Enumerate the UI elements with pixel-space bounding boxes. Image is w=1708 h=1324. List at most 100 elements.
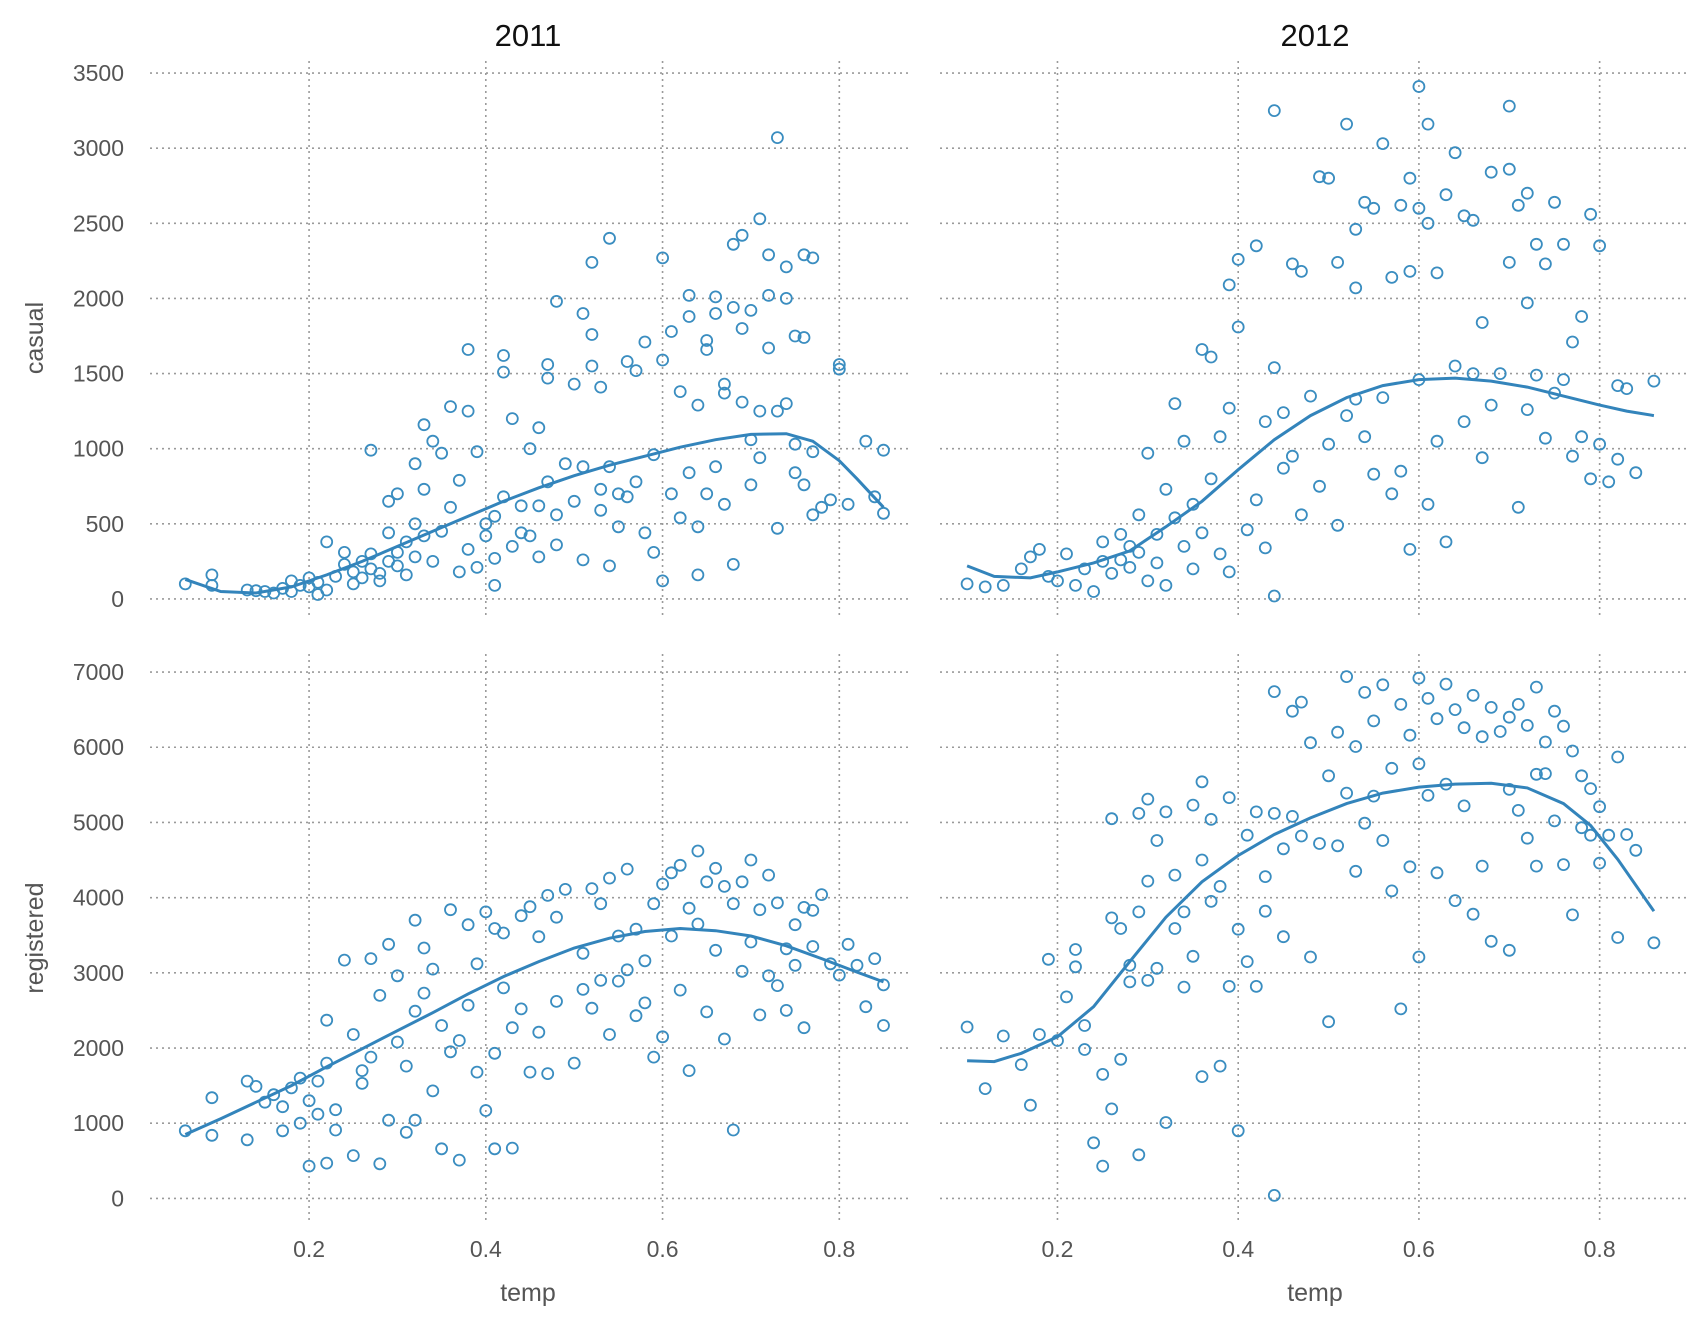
data-point [346, 1149, 360, 1162]
data-point [276, 1124, 290, 1138]
data-point [1078, 1019, 1091, 1032]
data-point [788, 437, 802, 451]
data-point [718, 880, 731, 893]
data-point [1304, 950, 1317, 964]
y-tick-label: 2500 [73, 210, 124, 236]
data-point [426, 962, 440, 976]
data-point [1150, 556, 1164, 570]
data-point [1240, 955, 1254, 968]
data-point [1539, 257, 1552, 271]
trend-line [967, 781, 1656, 1064]
data-point [426, 434, 440, 448]
data-point [1358, 686, 1372, 699]
data-point [779, 260, 793, 274]
data-point [1069, 579, 1082, 592]
data-point [1322, 171, 1335, 185]
data-point [1340, 409, 1353, 423]
data-point [1403, 543, 1417, 556]
data-point [1611, 750, 1625, 764]
data-point [691, 568, 705, 582]
data-point [1530, 680, 1543, 694]
data-point [1548, 814, 1561, 828]
data-point [682, 310, 696, 323]
y-tick-label: 5000 [73, 809, 124, 835]
data-point [355, 571, 369, 585]
data-point [461, 918, 475, 932]
data-point [1403, 860, 1417, 874]
y-axis-title-registered: registered [21, 882, 49, 993]
data-point [488, 1142, 502, 1156]
data-point [558, 457, 572, 471]
data-point [364, 952, 378, 965]
data-point [859, 434, 873, 448]
data-point [753, 212, 767, 226]
data-point [806, 940, 820, 953]
data-point [1430, 866, 1444, 880]
data-point [355, 555, 369, 568]
data-point [1322, 769, 1335, 783]
data-point [797, 901, 811, 914]
data-point [1520, 186, 1534, 200]
data-point [1060, 990, 1073, 1004]
data-point [1629, 843, 1643, 857]
data-point [1584, 207, 1597, 221]
data-point [1331, 839, 1344, 853]
data-point [682, 1064, 696, 1077]
y-tick-label: 0 [111, 586, 124, 612]
data-point [1132, 1148, 1146, 1162]
data-point [1412, 950, 1426, 964]
data-point [1204, 813, 1218, 826]
y-tick-label: 3500 [73, 60, 124, 86]
data-point [1105, 567, 1119, 580]
data-point [1593, 856, 1606, 870]
data-point [1204, 472, 1218, 486]
data-point [1394, 198, 1408, 212]
data-point [1385, 884, 1399, 898]
data-point [408, 1004, 422, 1018]
data-point [1141, 974, 1155, 987]
data-point [1548, 195, 1561, 209]
data-point [1566, 335, 1579, 349]
data-point [1222, 565, 1236, 579]
data-point [771, 521, 784, 535]
data-point [461, 404, 475, 418]
data-point [1566, 908, 1579, 922]
data-point [1502, 943, 1516, 957]
data-point [205, 568, 219, 582]
data-point [1222, 401, 1236, 415]
data-point [638, 996, 652, 1010]
x-tick-label: 0.4 [470, 1236, 502, 1262]
data-point [1484, 701, 1498, 714]
data-point [1629, 466, 1643, 480]
data-point [859, 1000, 873, 1014]
data-point [647, 546, 661, 559]
data-point [1412, 671, 1426, 685]
data-point [1593, 800, 1606, 814]
data-point [1457, 721, 1471, 735]
data-point [815, 500, 828, 514]
data-point [417, 941, 431, 955]
data-point [1033, 1028, 1046, 1041]
data-point [452, 1034, 466, 1047]
data-point [1421, 692, 1435, 705]
data-point [541, 358, 555, 371]
data-point [691, 917, 705, 931]
data-point [726, 300, 740, 314]
data-point [1331, 255, 1344, 269]
data-point [488, 509, 502, 523]
data-point [673, 858, 687, 872]
data-point [435, 1142, 449, 1156]
data-point [373, 1157, 387, 1171]
data-point [1078, 562, 1091, 576]
data-point [337, 558, 351, 571]
data-point [656, 1030, 669, 1044]
data-point [1493, 725, 1507, 738]
data-point [620, 862, 634, 876]
data-point [1376, 834, 1390, 847]
data-point [532, 930, 546, 944]
data-point [1051, 574, 1064, 588]
data-point [960, 577, 974, 591]
panel-2012-casual [940, 61, 1690, 617]
data-point [1186, 798, 1200, 812]
data-point [505, 1021, 519, 1035]
